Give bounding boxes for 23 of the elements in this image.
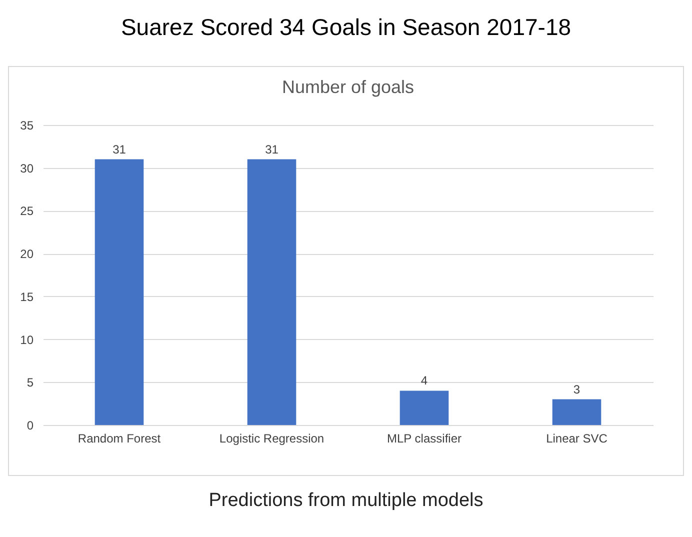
x-tick-label: Linear SVC (546, 432, 608, 446)
y-tick-label: 30 (20, 161, 34, 176)
y-tick-label: 10 (20, 332, 34, 347)
y-tick-label: 15 (20, 290, 34, 304)
x-tick-label: MLP classifier (387, 432, 462, 446)
text: Predictions from multiple models (208, 490, 484, 512)
y-tick-label: 5 (26, 376, 34, 390)
data-label: 31 (265, 142, 279, 156)
bar (94, 159, 144, 425)
data-label: 4 (420, 374, 428, 388)
data-label: 31 (112, 142, 126, 156)
bar (247, 159, 296, 425)
y-tick-label: 20 (20, 247, 34, 262)
x-tick-label: Random Forest (78, 432, 162, 446)
bar (400, 390, 449, 425)
data-label: 3 (573, 382, 580, 396)
chart-title: Suarez Scored 34 Goals in Season 2017-18 (120, 14, 572, 42)
y-tick-label: 25 (20, 204, 34, 218)
y-tick-label: 35 (20, 118, 34, 132)
chart-subtitle: Number of goals (282, 77, 414, 97)
bar (552, 399, 602, 425)
y-tick-label: 0 (26, 418, 34, 432)
x-tick-label: Logistic Regression (219, 432, 324, 446)
